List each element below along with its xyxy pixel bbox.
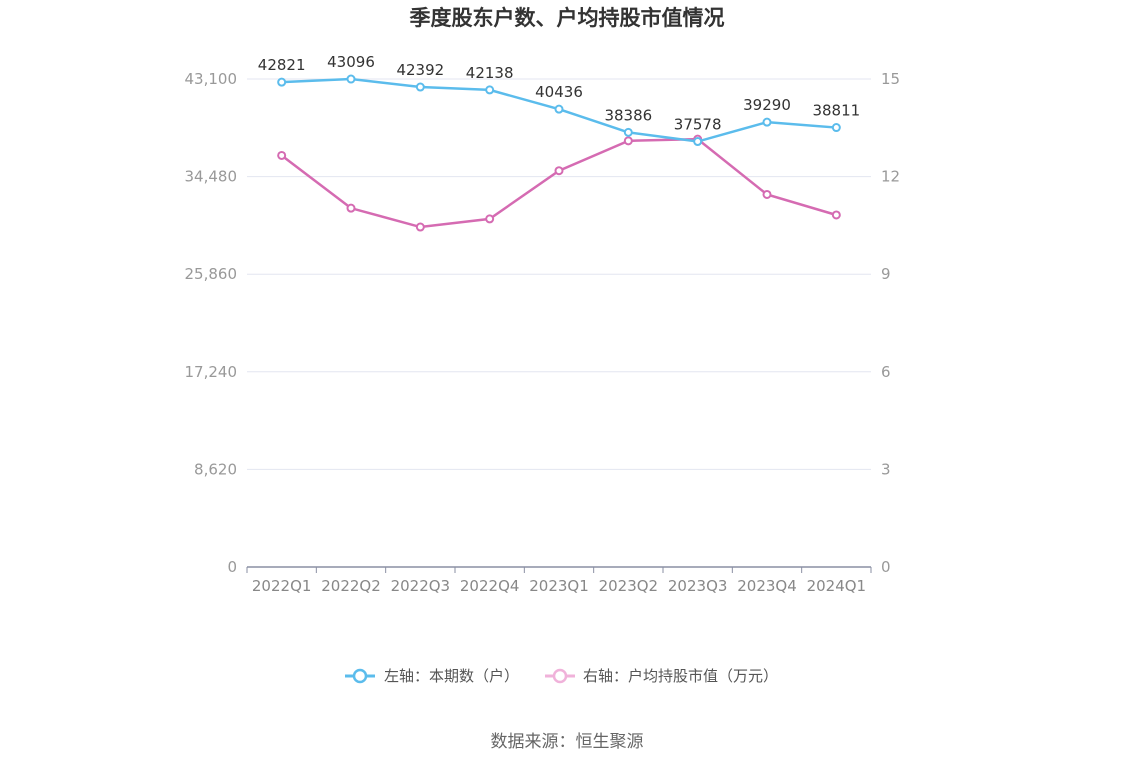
data-label: 39290 [743,96,791,114]
legend-marker [352,668,368,684]
data-point [831,123,841,133]
left-tick-label: 34,480 [185,168,238,186]
legend-marker [552,668,568,684]
data-label: 42392 [396,61,444,79]
data-point [415,82,425,92]
data-label: 42138 [466,64,514,82]
data-label: 38386 [604,106,652,124]
data-point [485,85,495,95]
left-tick-label: 17,240 [185,363,238,381]
grid [247,78,871,470]
data-point [346,74,356,84]
legend-label: 右轴：户均持股市值（万元） [583,667,778,685]
right-tick-label: 6 [881,363,891,381]
data-point [346,203,356,213]
data-point [485,214,495,224]
x-tick-label: 2023Q3 [668,577,728,595]
x-tick-label: 2023Q4 [737,577,797,595]
data-label: 37578 [674,116,722,134]
data-point [762,117,772,127]
legend[interactable]: 左轴：本期数（户） 右轴：户均持股市值（万元） [345,667,778,685]
data-point [623,136,633,146]
data-point [554,104,564,114]
x-axis: 2022Q1 2022Q2 2022Q3 2022Q4 2023Q1 2023Q2 2023… [246,566,872,595]
x-tick-label: 2022Q4 [460,577,520,595]
data-label: 38811 [812,102,860,120]
left-axis: 0 8,620 17,240 25,860 34,480 43,100 [185,70,238,576]
series-line [280,137,837,229]
x-tick-label: 2022Q3 [391,577,451,595]
series-households: 42821 43096 42392 42138 40436 38386 37578 39290… [258,53,860,147]
chart-title: 季度股东户数、户均持股市值情况 [410,6,725,30]
right-tick-label: 15 [881,70,900,88]
data-label: 43096 [327,53,375,71]
data-point [762,189,772,199]
series-avg-holding-value [277,134,841,232]
data-point [623,127,633,137]
legend-item[interactable]: 左轴：本期数（户） [345,667,519,685]
data-point [415,222,425,232]
data-label: 42821 [258,56,306,74]
right-axis: 0 3 6 9 12 15 [881,70,900,576]
data-point [277,150,287,160]
x-tick-label: 2023Q2 [599,577,659,595]
source-note: 数据来源：恒生聚源 [491,732,644,752]
legend-item[interactable]: 右轴：户均持股市值（万元） [545,667,778,685]
left-tick-label: 0 [227,558,237,576]
x-tick-label: 2022Q2 [321,577,381,595]
right-tick-label: 9 [881,265,891,283]
left-tick-label: 25,860 [185,265,238,283]
series-layer: 42821 43096 42392 42138 40436 38386 37578 39290… [258,53,860,232]
x-tick-label: 2022Q1 [252,577,312,595]
x-tick-label: 2024Q1 [807,577,867,595]
left-tick-label: 8,620 [194,460,237,478]
legend-label: 左轴：本期数（户） [384,667,519,685]
data-point [831,210,841,220]
data-point [554,166,564,176]
data-point [277,77,287,87]
right-tick-label: 12 [881,168,900,186]
left-tick-label: 43,100 [185,70,238,88]
right-tick-label: 0 [881,558,891,576]
data-label: 40436 [535,83,583,101]
x-tick-label: 2023Q1 [529,577,589,595]
right-tick-label: 3 [881,460,891,478]
data-point [693,137,703,147]
